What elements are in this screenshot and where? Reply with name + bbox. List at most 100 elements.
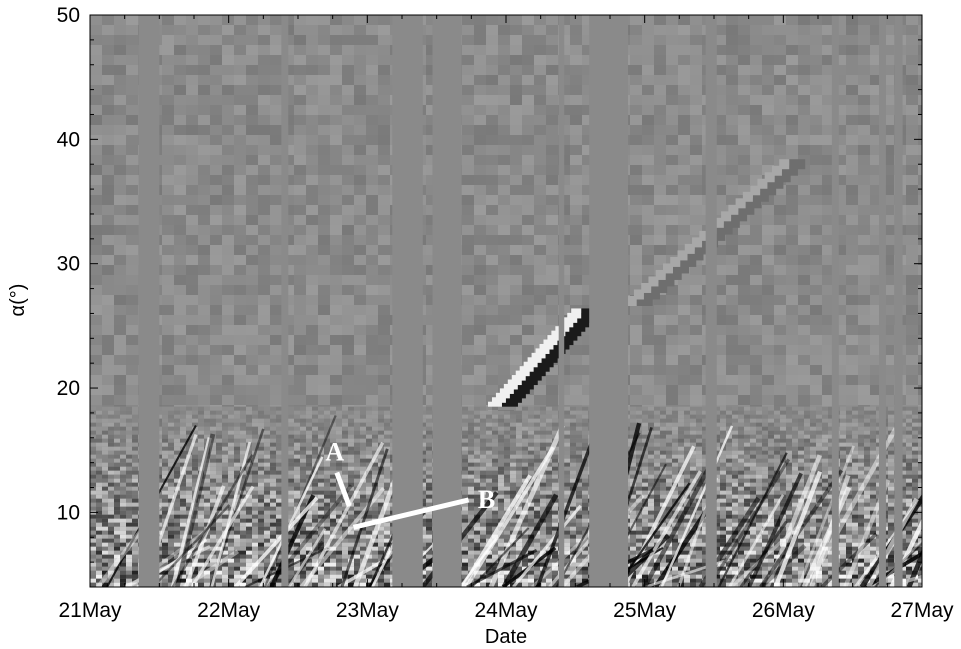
heatmap-cell xyxy=(324,410,330,415)
heatmap-cell xyxy=(90,462,96,467)
heatmap-cell xyxy=(270,410,276,415)
heatmap-cell xyxy=(852,418,858,423)
heatmap-cell xyxy=(90,295,102,305)
heatmap-cell xyxy=(630,135,642,145)
heatmap-cell xyxy=(714,414,720,419)
heatmap-cell xyxy=(870,135,882,145)
heatmap-cell xyxy=(570,265,582,275)
heatmap-cell xyxy=(132,454,138,459)
heatmap-cell xyxy=(360,446,366,451)
heatmap-cell xyxy=(378,95,390,105)
heatmap-cell xyxy=(798,454,804,459)
heatmap-cell xyxy=(840,414,846,419)
heatmap-cell xyxy=(114,434,120,439)
heatmap-cell xyxy=(582,365,594,375)
heatmap-cell xyxy=(906,115,918,125)
heatmap-cell xyxy=(852,426,858,431)
heatmap-cell xyxy=(798,442,804,447)
heatmap-cell xyxy=(750,215,762,225)
heatmap-cell xyxy=(462,462,468,467)
heatmap-cell xyxy=(306,125,318,135)
heatmap-cell xyxy=(318,315,330,325)
heatmap-cell xyxy=(354,55,366,65)
heatmap-cell xyxy=(672,426,678,431)
heatmap-cell xyxy=(336,406,342,411)
heatmap-cell xyxy=(882,35,894,45)
heatmap-cell xyxy=(666,434,672,439)
heatmap-cell xyxy=(468,438,474,443)
heatmap-cell xyxy=(546,55,558,65)
heatmap-cell xyxy=(918,446,922,451)
heatmap-cell xyxy=(882,175,894,185)
heatmap-cell xyxy=(630,458,636,463)
heatmap-cell xyxy=(858,422,864,427)
heatmap-cell xyxy=(270,462,276,467)
heatmap-cell xyxy=(906,345,918,355)
heatmap-cell xyxy=(762,225,774,235)
heatmap-cell xyxy=(498,75,510,85)
heatmap-cell xyxy=(366,215,378,225)
heatmap-cell xyxy=(486,325,498,335)
heatmap-cell xyxy=(330,215,342,225)
heatmap-cell xyxy=(426,115,438,125)
heatmap-cell xyxy=(654,426,660,431)
heatmap-cell xyxy=(822,365,834,375)
heatmap-cell xyxy=(834,25,846,35)
heatmap-cell xyxy=(810,205,822,215)
heatmap-cell xyxy=(420,450,426,455)
heatmap-cell xyxy=(90,155,102,165)
heatmap-cell xyxy=(534,385,546,395)
heatmap-cell xyxy=(660,450,666,455)
heatmap-cell xyxy=(912,426,918,431)
heatmap-cell xyxy=(174,205,186,215)
heatmap-cell xyxy=(750,35,762,45)
heatmap-cell xyxy=(162,65,174,75)
heatmap-cell xyxy=(714,15,726,25)
heatmap-cell xyxy=(786,175,798,185)
heatmap-cell xyxy=(216,422,222,427)
heatmap-cell xyxy=(654,454,660,459)
heatmap-cell xyxy=(492,462,498,467)
heatmap-cell xyxy=(252,422,258,427)
heatmap-cell xyxy=(870,395,882,405)
heatmap-cell xyxy=(306,462,312,467)
heatmap-cell xyxy=(420,418,426,423)
heatmap-cell xyxy=(822,175,834,185)
heatmap-cell xyxy=(822,245,834,255)
heatmap-cell xyxy=(654,345,666,355)
heatmap-cell xyxy=(246,285,258,295)
heatmap-cell xyxy=(876,442,882,447)
heatmap-cell xyxy=(198,405,210,407)
heatmap-cell xyxy=(354,454,360,459)
stripe-cell-dark xyxy=(694,243,711,254)
heatmap-cell xyxy=(786,135,798,145)
heatmap-cell xyxy=(774,145,786,155)
heatmap-cell xyxy=(798,65,810,75)
heatmap-cell xyxy=(126,422,132,427)
heatmap-cell xyxy=(846,195,858,205)
heatmap-cell xyxy=(222,335,234,345)
heatmap-cell xyxy=(522,105,534,115)
heatmap-cell xyxy=(510,285,522,295)
heatmap-cell xyxy=(360,422,366,427)
heatmap-cell xyxy=(240,410,246,415)
heatmap-cell xyxy=(330,395,342,405)
heatmap-cell xyxy=(738,255,750,265)
heatmap-cell xyxy=(378,75,390,85)
heatmap-cell xyxy=(210,225,222,235)
heatmap-cell xyxy=(630,185,642,195)
heatmap-cell xyxy=(366,406,372,411)
heatmap-cell xyxy=(900,426,906,431)
heatmap-cell xyxy=(330,105,342,115)
heatmap-cell xyxy=(222,434,228,439)
heatmap-cell xyxy=(126,275,138,285)
heatmap-cell xyxy=(576,446,582,451)
heatmap-cell xyxy=(726,105,738,115)
heatmap-cell xyxy=(372,430,378,435)
heatmap-cell xyxy=(342,434,348,439)
heatmap-cell xyxy=(102,325,114,335)
heatmap-cell xyxy=(300,426,306,431)
heatmap-cell xyxy=(678,115,690,125)
heatmap-cell xyxy=(312,406,318,411)
heatmap-cell xyxy=(858,355,870,365)
